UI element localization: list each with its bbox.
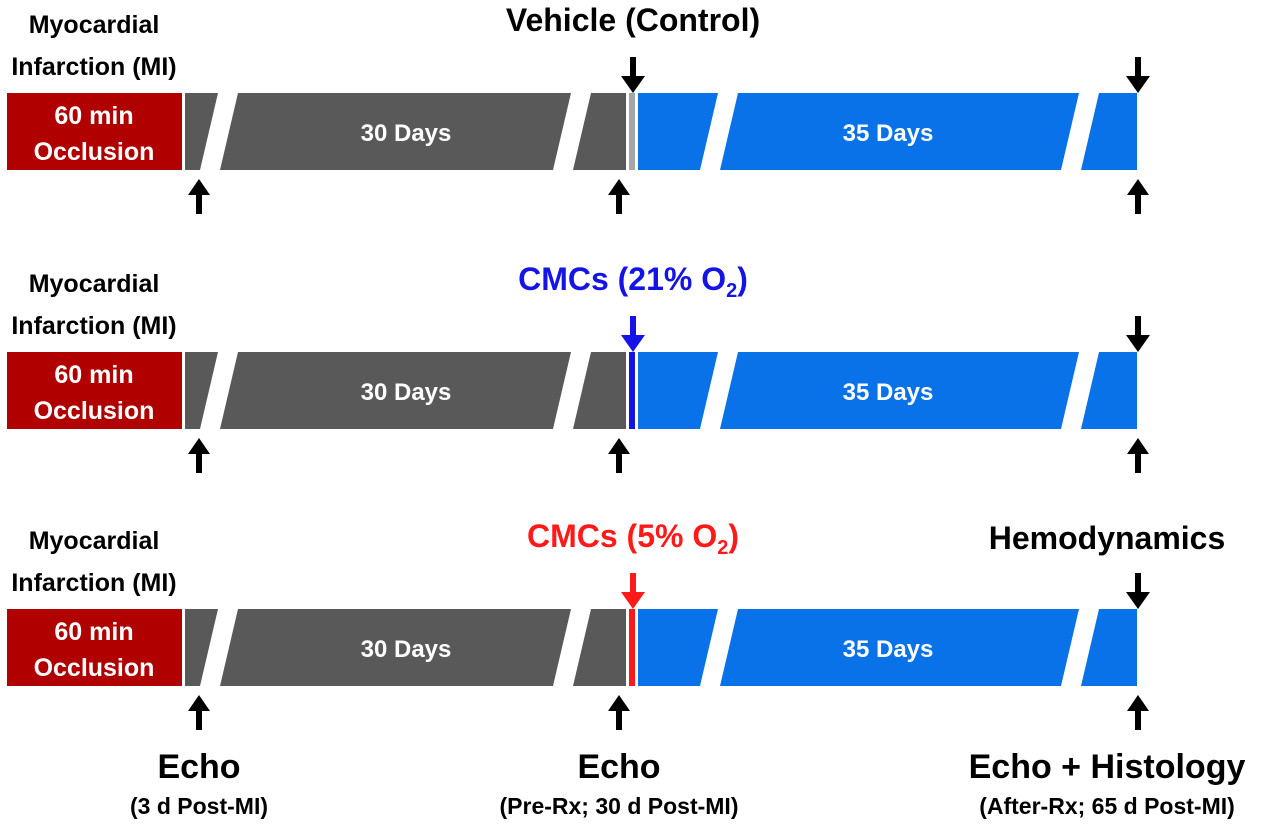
echo-arrow-3d <box>188 179 210 214</box>
phase1-label: 30 Days <box>361 636 452 663</box>
echo-arrow-65d <box>1127 179 1149 214</box>
occlusion-label-line2: Occlusion <box>34 654 155 682</box>
break-slash <box>1061 609 1099 686</box>
mi-label-line2: Infarction (MI) <box>11 569 176 597</box>
treatment-label-main: Vehicle (Control) <box>506 2 760 38</box>
endpoint-label: Hemodynamics <box>989 520 1226 556</box>
echo-title: Echo <box>577 748 660 786</box>
treatment-marker <box>629 352 635 429</box>
treatment-label: CMCs (21% O2) <box>518 261 748 302</box>
endpoint-arrow <box>1126 57 1150 93</box>
treatment-label-subscript: 2 <box>726 280 737 302</box>
mi-label-line2: Infarction (MI) <box>11 312 176 340</box>
break-slash <box>700 352 738 429</box>
echo-arrow-65d <box>1127 438 1149 473</box>
phase1-block <box>185 93 626 170</box>
bottom-label-2: Echo (Pre-Rx; 30 d Post-MI) <box>500 748 739 819</box>
occlusion-label-line2: Occlusion <box>34 397 155 425</box>
treatment-label-suffix: ) <box>737 261 748 297</box>
endpoint-arrow <box>1126 573 1150 609</box>
mi-label-line1: Myocardial <box>29 270 160 298</box>
timeline-group-3: Myocardial Infarction (MI) 60 min Occlusion… <box>7 518 1225 730</box>
echo-title: Echo + Histology <box>969 748 1246 786</box>
phase1-block <box>185 609 626 686</box>
echo-subtitle: (Pre-Rx; 30 d Post-MI) <box>500 793 739 819</box>
echo-arrow-30d <box>608 695 630 730</box>
break-slash <box>200 352 238 429</box>
break-slash <box>200 93 238 170</box>
treatment-label-main: CMCs (21% O <box>518 261 726 297</box>
echo-arrow-3d <box>188 695 210 730</box>
echo-arrow-3d <box>188 438 210 473</box>
break-slash <box>1061 352 1099 429</box>
treatment-label: Vehicle (Control) <box>506 2 760 38</box>
treatment-marker <box>629 93 635 170</box>
phase2-label: 35 Days <box>843 120 934 147</box>
echo-arrow-30d <box>608 179 630 214</box>
occlusion-label-line1: 60 min <box>54 361 133 389</box>
bottom-label-1: Echo (3 d Post-MI) <box>130 748 268 819</box>
bottom-label-3: Echo + Histology (After-Rx; 65 d Post-MI) <box>969 748 1246 819</box>
occlusion-label-line1: 60 min <box>54 618 133 646</box>
treatment-label-suffix: ) <box>728 518 739 554</box>
endpoint-arrow <box>1126 316 1150 352</box>
treatment-label-subscript: 2 <box>717 537 728 559</box>
echo-arrow-65d <box>1127 695 1149 730</box>
treatment-label: CMCs (5% O2) <box>527 518 739 559</box>
echo-subtitle: (3 d Post-MI) <box>130 793 268 819</box>
occlusion-block <box>7 93 182 170</box>
break-slash <box>553 352 591 429</box>
echo-subtitle: (After-Rx; 65 d Post-MI) <box>979 793 1235 819</box>
break-slash <box>700 93 738 170</box>
occlusion-label-line1: 60 min <box>54 102 133 130</box>
phase1-block <box>185 352 626 429</box>
treatment-arrow <box>621 57 645 93</box>
echo-title: Echo <box>157 748 240 786</box>
occlusion-block <box>7 609 182 686</box>
break-slash <box>200 609 238 686</box>
break-slash <box>553 93 591 170</box>
timeline-group-2: Myocardial Infarction (MI) 60 min Occlusion… <box>7 261 1150 473</box>
phase2-label: 35 Days <box>843 379 934 406</box>
treatment-arrow <box>621 573 645 609</box>
occlusion-block <box>7 352 182 429</box>
treatment-arrow <box>621 316 645 352</box>
phase1-label: 30 Days <box>361 379 452 406</box>
echo-arrow-30d <box>608 438 630 473</box>
treatment-marker <box>629 609 635 686</box>
break-slash <box>1061 93 1099 170</box>
treatment-label-main: CMCs (5% O <box>527 518 717 554</box>
timeline-group-1: Myocardial Infarction (MI) 60 min Occlusion… <box>7 2 1150 214</box>
mi-label-line2: Infarction (MI) <box>11 53 176 81</box>
mi-label-line1: Myocardial <box>29 527 160 555</box>
mi-label-line1: Myocardial <box>29 11 160 39</box>
break-slash <box>553 609 591 686</box>
break-slash <box>700 609 738 686</box>
occlusion-label-line2: Occlusion <box>34 138 155 166</box>
phase2-label: 35 Days <box>843 636 934 663</box>
phase1-label: 30 Days <box>361 120 452 147</box>
